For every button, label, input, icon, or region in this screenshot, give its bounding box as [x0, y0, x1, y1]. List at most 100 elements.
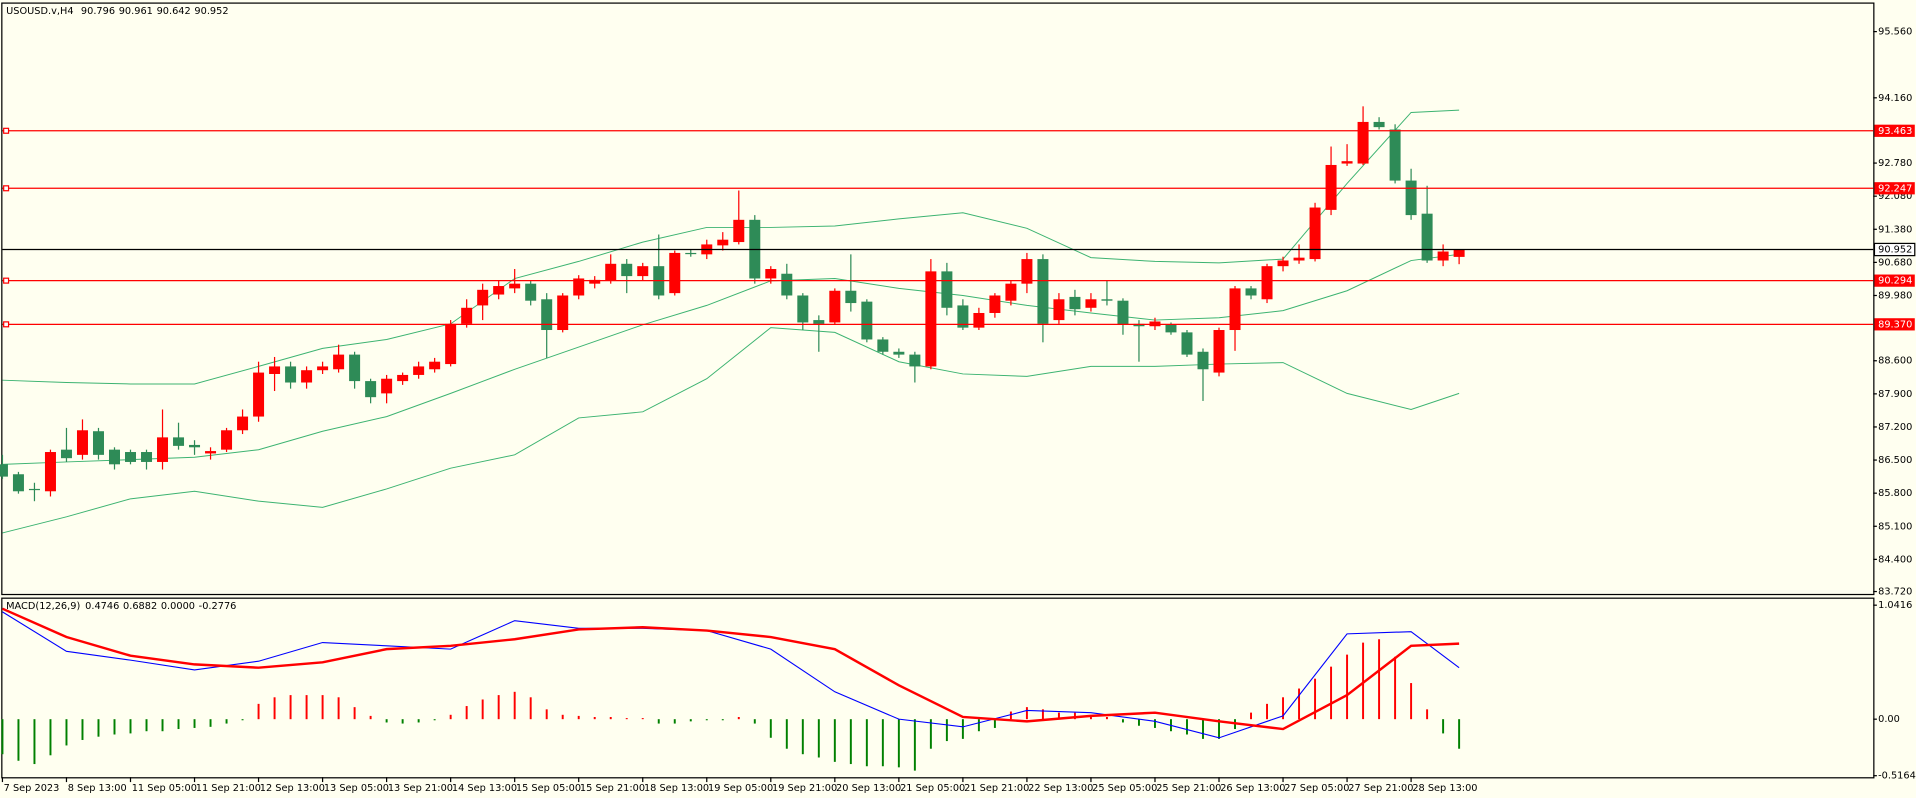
candle-body [1341, 161, 1353, 164]
candle-body [1437, 251, 1449, 261]
level-label: 92.247 [1878, 183, 1912, 194]
candle-body [1133, 323, 1145, 327]
x-tick-label: 25 Sep 05:00 [1092, 783, 1157, 794]
candle-body [557, 295, 569, 331]
x-tick-label: 21 Sep 05:00 [900, 783, 965, 794]
y-tick-label: 85.800 [1878, 488, 1912, 499]
y-tick-label: 91.380 [1878, 224, 1912, 235]
macd-panel [1, 597, 1875, 779]
level-label: 90.294 [1878, 276, 1912, 287]
candle-body [429, 361, 441, 370]
candle-body [157, 437, 169, 462]
candle-body [669, 252, 681, 294]
candle-body [189, 444, 201, 448]
candle-body [877, 339, 889, 352]
y-tick-label: 89.980 [1878, 290, 1912, 301]
candle-body [1165, 324, 1177, 333]
macd-name: MACD(12,26,9) [6, 601, 80, 612]
last-price-bg [1873, 242, 1916, 257]
candle-body [333, 354, 345, 370]
candle-body [589, 279, 601, 284]
candle-body [1085, 299, 1097, 308]
candle-body [237, 416, 249, 431]
candle-body [1421, 213, 1433, 261]
candle-body [909, 354, 921, 367]
candle-body [76, 430, 88, 455]
candle-body [493, 286, 505, 295]
y-tick-label: -0.5164 [1878, 771, 1916, 782]
x-tick-label: 13 Sep 21:00 [388, 783, 453, 794]
candle-body [941, 271, 953, 308]
candle-body [381, 378, 393, 394]
x-tick-label: 20 Sep 13:00 [836, 783, 901, 794]
candle-body [205, 451, 217, 454]
level-anchor [3, 277, 10, 284]
macd-value: 0.4746 [85, 601, 119, 612]
level-anchor [3, 127, 10, 134]
candle-body [1021, 259, 1033, 284]
level-label: 93.463 [1878, 126, 1912, 137]
level-label-bg [1874, 318, 1915, 331]
candle-body [349, 354, 361, 382]
candle-body [1037, 259, 1049, 324]
candle-body [621, 263, 633, 277]
candle-body [1053, 299, 1065, 321]
candle-body [1389, 129, 1401, 181]
candle-body [1101, 299, 1113, 301]
candle-body [781, 273, 793, 296]
candle-body [28, 488, 40, 491]
x-tick-label: 19 Sep 21:00 [772, 783, 837, 794]
candle-body [765, 269, 777, 279]
level-anchor [3, 185, 10, 192]
x-tick-label: 15 Sep 21:00 [580, 783, 645, 794]
plot-layer: 95.560 94.160 92.780 92.080 91.380 90.680 89.9… [0, 27, 1916, 794]
level-label-bg [1874, 124, 1915, 137]
macd-header: MACD(12,26,9) 0.4746 0.6882 0.0000 -0.2776 [6, 601, 236, 612]
macd-value: 0.0000 [161, 601, 195, 612]
y-tick-label: 87.200 [1878, 422, 1912, 433]
candle-body [605, 263, 617, 281]
x-tick-label: 27 Sep 21:00 [1348, 783, 1413, 794]
candle-body [637, 266, 649, 277]
candle-body [845, 290, 857, 304]
bollinger-band [2, 327, 1460, 534]
y-tick-label: 85.100 [1878, 521, 1912, 532]
y-tick-label: 0.00 [1878, 714, 1900, 725]
candle-body [1357, 121, 1369, 164]
candle-body [1373, 121, 1385, 128]
y-tick-label: 94.160 [1878, 93, 1912, 104]
candle-body [1405, 180, 1417, 216]
candle-body [365, 381, 377, 398]
candle-body [221, 430, 233, 450]
symbol: USOUSD.v,H4 [6, 6, 73, 17]
y-tick-label: 95.560 [1878, 27, 1912, 38]
x-tick-label: 11 Sep 05:00 [132, 783, 197, 794]
candle-body [173, 437, 185, 446]
candle-body [1277, 260, 1289, 267]
chart-header: USOUSD.v,H4 90.796 90.961 90.642 90.952 [6, 6, 228, 17]
price-panel [1, 2, 1875, 596]
candle-body [893, 351, 905, 355]
candle-body [477, 289, 489, 306]
candle-body [285, 366, 297, 383]
ohlc-low: 90.642 [157, 6, 191, 17]
x-tick-label: 12 Sep 13:00 [260, 783, 325, 794]
y-tick-label: 1.0416 [1878, 600, 1912, 611]
candle-body [1309, 207, 1321, 260]
level-anchor [3, 321, 10, 328]
y-tick-label: 90.680 [1878, 257, 1912, 268]
x-tick-label: 26 Sep 13:00 [1220, 783, 1285, 794]
candle-body [1181, 332, 1193, 355]
last-price-label: 90.952 [1878, 245, 1912, 256]
candle-body [1005, 283, 1017, 301]
ohlc-open: 90.796 [81, 6, 115, 17]
candle-body [1197, 351, 1209, 370]
candle-body [685, 252, 697, 255]
x-tick-label: 11 Sep 21:00 [196, 783, 261, 794]
candle-body [1229, 288, 1241, 331]
level-label-bg [1874, 182, 1915, 195]
x-tick-label: 14 Sep 13:00 [452, 783, 517, 794]
ohlc-high: 90.961 [119, 6, 153, 17]
